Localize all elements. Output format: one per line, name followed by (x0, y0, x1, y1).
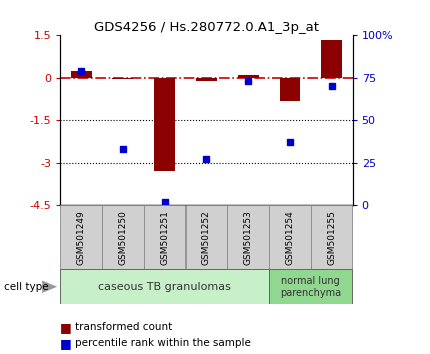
Bar (311, 205, 353, 269)
Bar (102, 205, 144, 269)
Bar (112, 78, 133, 79)
Bar (227, 205, 269, 269)
Bar (269, 269, 353, 304)
Text: GSM501252: GSM501252 (202, 210, 211, 264)
Polygon shape (42, 280, 57, 293)
Bar (280, 78, 301, 101)
Bar (196, 78, 217, 81)
Text: ■: ■ (60, 337, 72, 350)
Bar (154, 78, 175, 171)
Text: GSM501255: GSM501255 (327, 210, 336, 265)
Text: ■: ■ (60, 321, 72, 334)
Text: GSM501249: GSM501249 (77, 210, 86, 264)
Bar (238, 75, 258, 78)
Bar (321, 40, 342, 78)
Text: GSM501253: GSM501253 (244, 210, 253, 265)
Text: cell type: cell type (4, 282, 49, 292)
Text: normal lung
parenchyma: normal lung parenchyma (280, 276, 341, 298)
Text: transformed count: transformed count (75, 322, 172, 332)
Text: GSM501254: GSM501254 (286, 210, 295, 264)
Bar (144, 205, 185, 269)
Text: GSM501250: GSM501250 (118, 210, 127, 265)
Text: percentile rank within the sample: percentile rank within the sample (75, 338, 251, 348)
Text: caseous TB granulomas: caseous TB granulomas (98, 282, 231, 292)
Bar (186, 205, 227, 269)
Title: GDS4256 / Hs.280772.0.A1_3p_at: GDS4256 / Hs.280772.0.A1_3p_at (94, 21, 319, 34)
Bar (269, 205, 310, 269)
Bar (60, 205, 102, 269)
Bar (71, 71, 92, 78)
Bar (60, 269, 269, 304)
Text: GSM501251: GSM501251 (160, 210, 169, 265)
